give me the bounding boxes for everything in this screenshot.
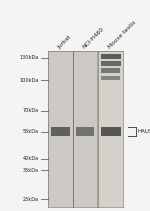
Text: NCI-H460: NCI-H460 (81, 26, 105, 50)
Text: 40kDa: 40kDa (23, 156, 39, 161)
Text: 70kDa: 70kDa (23, 108, 39, 113)
Text: 35kDa: 35kDa (23, 168, 39, 173)
Text: 100kDa: 100kDa (20, 78, 39, 83)
Bar (48, 51, 73, 207)
Bar (101, 76, 120, 80)
Bar (76, 127, 94, 136)
Text: Jurkat: Jurkat (57, 34, 72, 50)
Bar (101, 54, 121, 59)
Text: Mouse testis: Mouse testis (107, 20, 137, 50)
Bar (101, 127, 121, 136)
Bar (51, 127, 70, 136)
Text: HAUS8: HAUS8 (137, 129, 150, 134)
Bar (98, 51, 123, 207)
Bar (101, 68, 120, 73)
Text: 55kDa: 55kDa (23, 129, 39, 134)
Bar (73, 51, 97, 207)
Text: 25kDa: 25kDa (23, 197, 39, 202)
Bar (101, 61, 121, 66)
Text: 130kDa: 130kDa (20, 55, 39, 60)
